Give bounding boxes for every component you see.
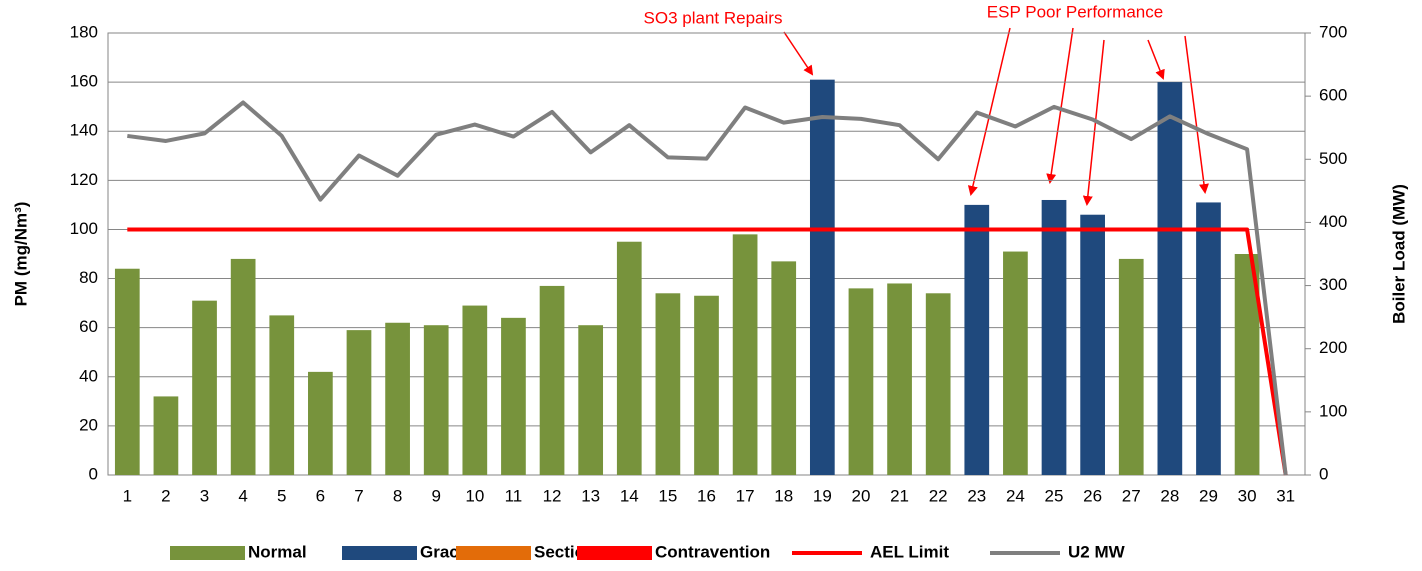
y2-tick-label: 200 xyxy=(1319,338,1347,357)
y-tick-label: 160 xyxy=(70,72,98,91)
x-tick-label: 6 xyxy=(316,486,325,505)
x-tick-label: 1 xyxy=(123,486,132,505)
bar xyxy=(1196,202,1221,475)
bar xyxy=(423,325,449,475)
y2-axis-label: Boiler Load (MW) xyxy=(1389,184,1408,324)
x-tick-label: 21 xyxy=(890,486,909,505)
x-tick-label: 11 xyxy=(505,486,523,505)
bar xyxy=(1080,214,1105,475)
legend-swatch xyxy=(456,546,531,560)
bar xyxy=(809,79,835,476)
x-tick-label: 29 xyxy=(1199,486,1218,505)
x-tick-label: 22 xyxy=(929,486,948,505)
x-tick-label: 8 xyxy=(393,486,402,505)
y2-tick-label: 100 xyxy=(1319,401,1347,420)
x-tick-label: 14 xyxy=(620,486,639,505)
x-tick-label: 2 xyxy=(161,486,170,505)
y2-tick-label: 600 xyxy=(1319,86,1347,105)
y2-tick-label: 700 xyxy=(1319,22,1347,41)
bar xyxy=(964,204,990,475)
y-tick-label: 0 xyxy=(89,464,98,483)
bar xyxy=(1118,258,1144,475)
y-axis-label: PM (mg/Nm³) xyxy=(11,202,30,307)
x-tick-label: 19 xyxy=(813,486,832,505)
y-tick-label: 20 xyxy=(79,415,98,434)
x-tick-label: 31 xyxy=(1276,486,1295,505)
legend-label: Normal xyxy=(248,542,307,561)
annotation: SO3 plant Repairs xyxy=(644,8,783,27)
x-tick-label: 4 xyxy=(238,486,247,505)
bar xyxy=(114,268,140,475)
y2-tick-label: 500 xyxy=(1319,149,1347,168)
legend-swatch xyxy=(170,546,245,560)
bar xyxy=(1041,199,1067,475)
y-tick-label: 100 xyxy=(70,219,98,238)
x-tick-label: 17 xyxy=(736,486,755,505)
bar xyxy=(192,300,217,475)
bar xyxy=(462,305,488,475)
annotation: ESP Poor Performance xyxy=(987,2,1163,21)
y-tick-label: 180 xyxy=(70,22,98,41)
bar xyxy=(153,396,179,475)
x-tick-label: 23 xyxy=(967,486,986,505)
x-tick-label: 28 xyxy=(1160,486,1179,505)
bar xyxy=(346,330,372,475)
y2-tick-label: 300 xyxy=(1319,275,1347,294)
bar xyxy=(771,261,797,475)
x-tick-label: 9 xyxy=(431,486,440,505)
bar xyxy=(732,234,758,475)
bar xyxy=(539,285,565,475)
line xyxy=(127,100,1288,476)
bar xyxy=(848,288,874,475)
legend-label: Contravention xyxy=(655,542,770,561)
x-tick-label: 3 xyxy=(200,486,209,505)
x-tick-label: 7 xyxy=(354,486,363,505)
line xyxy=(127,227,1288,476)
x-tick-label: 5 xyxy=(277,486,286,505)
legend-label: AEL Limit xyxy=(870,542,949,561)
x-tick-label: 12 xyxy=(543,486,562,505)
legend-swatch xyxy=(577,546,652,560)
x-tick-label: 13 xyxy=(581,486,600,505)
bar xyxy=(616,241,642,475)
bar xyxy=(925,293,951,475)
annotation-arrows xyxy=(783,27,1209,206)
bar xyxy=(230,258,256,475)
bar xyxy=(1157,82,1183,475)
bar xyxy=(887,283,912,475)
bar xyxy=(655,293,681,475)
x-tick-label: 27 xyxy=(1122,486,1141,505)
bar xyxy=(578,325,604,475)
y-tick-label: 140 xyxy=(70,121,98,140)
x-tick-label: 18 xyxy=(774,486,793,505)
x-tick-label: 15 xyxy=(658,486,677,505)
x-tick-label: 24 xyxy=(1006,486,1025,505)
y-tick-label: 40 xyxy=(79,366,98,385)
y-tick-label: 60 xyxy=(79,317,98,336)
bar xyxy=(269,315,295,475)
bar xyxy=(385,322,410,475)
bar xyxy=(308,371,333,475)
x-tick-label: 26 xyxy=(1083,486,1102,505)
x-tick-label: 30 xyxy=(1238,486,1257,505)
y2-tick-label: 0 xyxy=(1319,464,1328,483)
y-tick-label: 120 xyxy=(70,170,98,189)
legend-swatch xyxy=(342,546,417,560)
x-tick-label: 20 xyxy=(851,486,870,505)
y2-tick-label: 400 xyxy=(1319,212,1347,231)
x-tick-label: 16 xyxy=(697,486,716,505)
x-tick-label: 10 xyxy=(465,486,484,505)
bar xyxy=(501,317,526,475)
y-tick-label: 80 xyxy=(79,268,98,287)
legend-label: U2 MW xyxy=(1068,542,1126,561)
bar xyxy=(1003,251,1028,475)
x-tick-label: 25 xyxy=(1045,486,1064,505)
bar xyxy=(694,295,719,475)
